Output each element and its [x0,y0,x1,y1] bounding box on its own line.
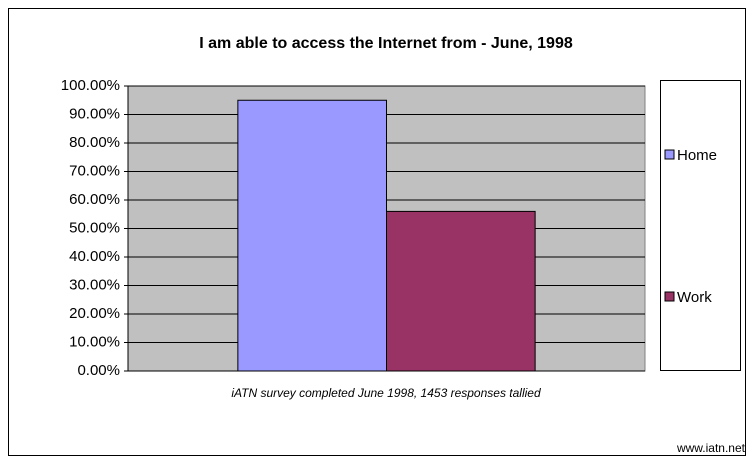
y-tick-label: 0.00% [77,362,120,379]
y-tick-label: 90.00% [69,105,120,122]
bar [386,210,536,372]
y-tick-label: 80.00% [69,134,120,151]
legend-swatch [664,291,675,302]
caption: iATN survey completed June 1998, 1453 re… [231,386,541,400]
y-tick-label: 50.00% [69,219,120,236]
legend-swatch [664,149,675,160]
y-tick-label: 20.00% [69,305,120,322]
bar [237,99,387,372]
legend-label: Work [677,289,712,306]
chart-title: I am able to access the Internet from - … [199,35,573,52]
legend [660,80,741,371]
y-tick-label: 100.00% [61,77,120,94]
legend-label: Home [677,147,717,164]
source: www.iatn.net [676,441,746,455]
y-tick-label: 40.00% [69,248,120,265]
y-tick-label: 60.00% [69,191,120,208]
y-tick-label: 10.00% [69,333,120,350]
y-tick-label: 30.00% [69,276,120,293]
y-tick-label: 70.00% [69,162,120,179]
